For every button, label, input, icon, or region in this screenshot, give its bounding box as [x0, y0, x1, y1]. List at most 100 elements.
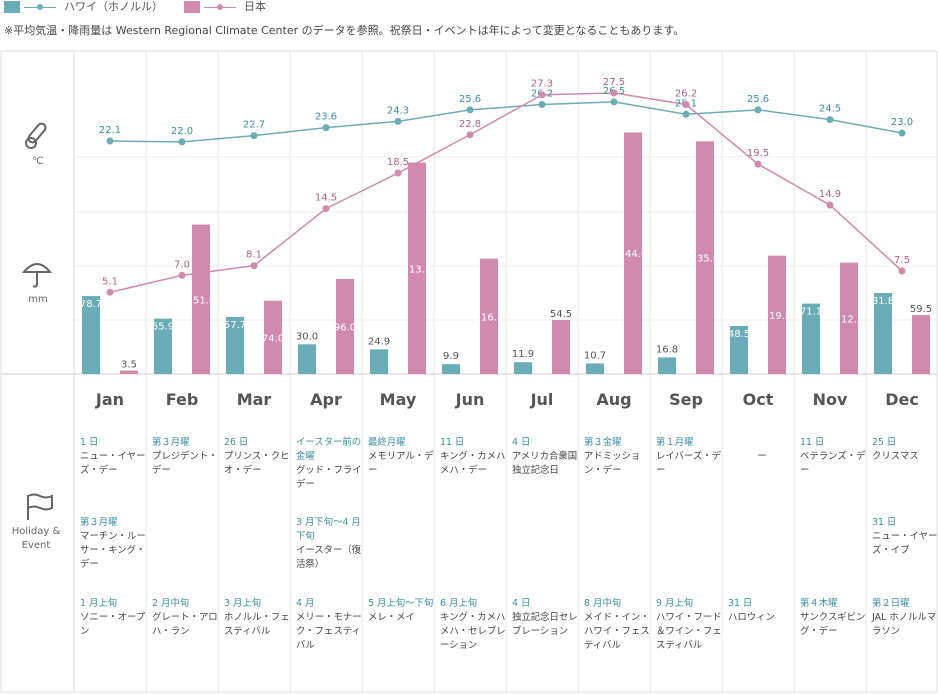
rain-bar-japan [912, 315, 930, 374]
event-name: メリー・モナーク・フェスティバル [296, 612, 362, 651]
temp-point-japan [538, 91, 546, 99]
temp-point-japan [898, 267, 906, 275]
event-name: サンクスギビング・デー [800, 612, 866, 637]
event-date: 最終月曜 [368, 437, 406, 448]
event-date: 31 日 [728, 598, 753, 609]
month-label-oct: Oct [742, 390, 774, 409]
rain-label-japan: 59.5 [910, 304, 932, 315]
event-name: イースター（復活祭） [296, 545, 362, 570]
month-label-jan: Jan [95, 390, 125, 409]
month-label-jul: Jul [530, 390, 554, 409]
event-item: 31 日ニュー・イヤーズ・イブ [872, 516, 938, 558]
rain-label-japan: 116.5 [475, 312, 504, 323]
event-date: 第３月曜 [152, 437, 190, 448]
event-name: マーチン・ルーサー・キング・デー [80, 531, 146, 570]
event-name: グレート・アロハ・ラン [152, 612, 218, 637]
rain-bar-japan [624, 132, 642, 374]
event-name: ニュー・イヤーズ・イブ [872, 531, 938, 556]
temp-point-japan [322, 205, 330, 213]
event-name: ベテランズ・デー [800, 451, 866, 476]
event-item: 3 月上旬 ホノルル・フェスティバル [224, 597, 292, 639]
event-date: 4 月 [296, 598, 315, 609]
event-name: メレ・メイ [368, 612, 415, 623]
event-date: 3 月上旬 [224, 598, 262, 609]
temp-label-hawaii: 24.3 [387, 105, 409, 116]
event-date: 5 月上旬〜下旬 [368, 598, 434, 609]
rain-label-hawaii: 24.9 [368, 336, 390, 347]
rain-label-hawaii: 48.5 [728, 329, 750, 340]
event-item: 第３月曜マーチン・ルーサー・キング・デー [80, 516, 148, 572]
month-label-feb: Feb [165, 390, 199, 409]
event-date: 11 日 [800, 437, 825, 448]
legend-hawaii-label: ハワイ（ホノルル） [64, 0, 163, 13]
rain-bar-hawaii [514, 362, 532, 374]
temp-label-japan: 27.3 [531, 79, 553, 90]
temp-label-japan: 5.1 [102, 276, 118, 287]
temp-label-japan: 19.5 [747, 148, 769, 159]
rain-bar-japan [840, 262, 858, 374]
rain-label-japan: 3.5 [121, 360, 137, 371]
rain-bar-hawaii [442, 364, 460, 374]
legend-hawaii-swatch [4, 1, 20, 13]
month-label-may: May [379, 390, 417, 409]
temp-label-japan: 7.5 [894, 255, 910, 266]
rain-bar-hawaii [658, 357, 676, 374]
rain-bar-japan [480, 258, 498, 374]
event-item: 5 月上旬〜下旬 メレ・メイ [368, 597, 436, 625]
event-name: ー [757, 451, 767, 462]
event-date: 31 日 [872, 517, 897, 528]
event-item: 第４木曜サンクスギビング・デー [800, 597, 868, 639]
event-item: 26 日プリンス・クヒオ・デー [224, 436, 292, 478]
event-name: アメリカ合衆国独立記念日 [512, 451, 578, 476]
month-label-dec: Dec [885, 390, 919, 409]
event-item: 第２日曜 JAL ホノルルマラソン [872, 597, 938, 639]
temp-point-hawaii [394, 117, 402, 125]
thermometer-icon [25, 122, 47, 149]
temp-label-hawaii: 22.7 [243, 120, 265, 131]
rain-label-hawaii: 10.7 [584, 350, 606, 361]
temp-label-japan: 22.8 [459, 119, 481, 130]
rain-bar-hawaii [586, 363, 604, 374]
rain-bar-hawaii [226, 316, 244, 374]
event-item: 31 日ハロウィン [728, 597, 796, 625]
temp-point-hawaii [682, 110, 690, 118]
temp-label-japan: 26.2 [675, 89, 697, 100]
temp-label-japan: 18.5 [387, 157, 409, 168]
event-date: 第３月曜 [80, 517, 118, 528]
rain-label-japan: 244.0 [619, 249, 648, 260]
rain-bar-japan [696, 141, 714, 374]
event-name: プリンス・クヒオ・デー [224, 451, 290, 476]
event-item: 2 月中旬 グレート・アロハ・ラン [152, 597, 220, 639]
rain-bar-hawaii [874, 293, 892, 374]
event-item: 第３月曜 プレジデント・デー [152, 436, 220, 478]
event-item: 1 日ニュー・イヤーズ・デー [80, 436, 148, 478]
temp-point-japan [610, 89, 618, 97]
event-item: 1 月上旬 ソニー・オープン [80, 597, 148, 639]
event-name: ハワイ・フード＆ワイン・フェスティバル [656, 612, 722, 651]
rain-label-hawaii: 55.9 [152, 322, 174, 333]
event-date: 第４木曜 [800, 598, 838, 609]
temp-point-hawaii [322, 124, 330, 132]
legend: ハワイ（ホノルル） 日本 [4, 0, 604, 18]
rain-bar-hawaii [370, 349, 388, 374]
event-item: 4 日独立記念日セレブレーション [512, 597, 580, 639]
event-name: クリスマス [872, 451, 919, 462]
temp-label-japan: 27.5 [603, 77, 625, 88]
rain-label-japan: 96.0 [334, 322, 356, 333]
temp-point-japan [178, 271, 186, 279]
rain-label-japan: 213.5 [403, 264, 432, 275]
event-item: 第３金曜 アドミッション・デー [584, 436, 652, 478]
rain-bar-hawaii [298, 344, 316, 374]
rain-bar-japan [192, 224, 210, 374]
temp-label-hawaii: 25.6 [459, 94, 481, 105]
temp-label-hawaii: 23.0 [891, 117, 913, 128]
event-date: 1 月上旬 [80, 598, 118, 609]
event-date: 第３金曜 [584, 437, 622, 448]
flag-icon [27, 493, 53, 520]
event-date: 3 月下旬〜4 月下旬 [296, 517, 361, 542]
temp-point-hawaii [106, 137, 114, 145]
rain-bar-japan [552, 320, 570, 374]
temp-point-hawaii [466, 106, 474, 114]
rainfall-unit: mm [28, 294, 48, 305]
